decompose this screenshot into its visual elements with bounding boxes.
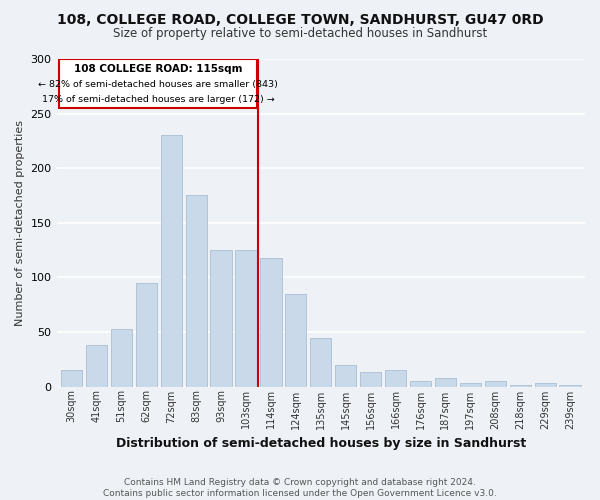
Text: 108, COLLEGE ROAD, COLLEGE TOWN, SANDHURST, GU47 0RD: 108, COLLEGE ROAD, COLLEGE TOWN, SANDHUR… [56,12,544,26]
X-axis label: Distribution of semi-detached houses by size in Sandhurst: Distribution of semi-detached houses by … [116,437,526,450]
Bar [385,370,406,386]
Bar [260,258,281,386]
FancyBboxPatch shape [59,59,257,108]
Bar [86,345,107,387]
Bar [136,283,157,387]
Bar [235,250,257,386]
Bar [310,338,331,386]
Text: ← 82% of semi-detached houses are smaller (843): ← 82% of semi-detached houses are smalle… [38,80,278,89]
Bar [161,136,182,386]
Bar [435,378,456,386]
Bar [185,196,207,386]
Bar [285,294,307,386]
Bar [335,364,356,386]
Bar [211,250,232,386]
Text: 108 COLLEGE ROAD: 115sqm: 108 COLLEGE ROAD: 115sqm [74,64,242,74]
Bar [485,381,506,386]
Text: Size of property relative to semi-detached houses in Sandhurst: Size of property relative to semi-detach… [113,28,487,40]
Text: Contains HM Land Registry data © Crown copyright and database right 2024.
Contai: Contains HM Land Registry data © Crown c… [103,478,497,498]
Text: 17% of semi-detached houses are larger (172) →: 17% of semi-detached houses are larger (… [42,95,274,104]
Bar [111,328,132,386]
Y-axis label: Number of semi-detached properties: Number of semi-detached properties [15,120,25,326]
Bar [61,370,82,386]
Bar [410,381,431,386]
Bar [460,383,481,386]
Bar [360,372,381,386]
Bar [535,383,556,386]
